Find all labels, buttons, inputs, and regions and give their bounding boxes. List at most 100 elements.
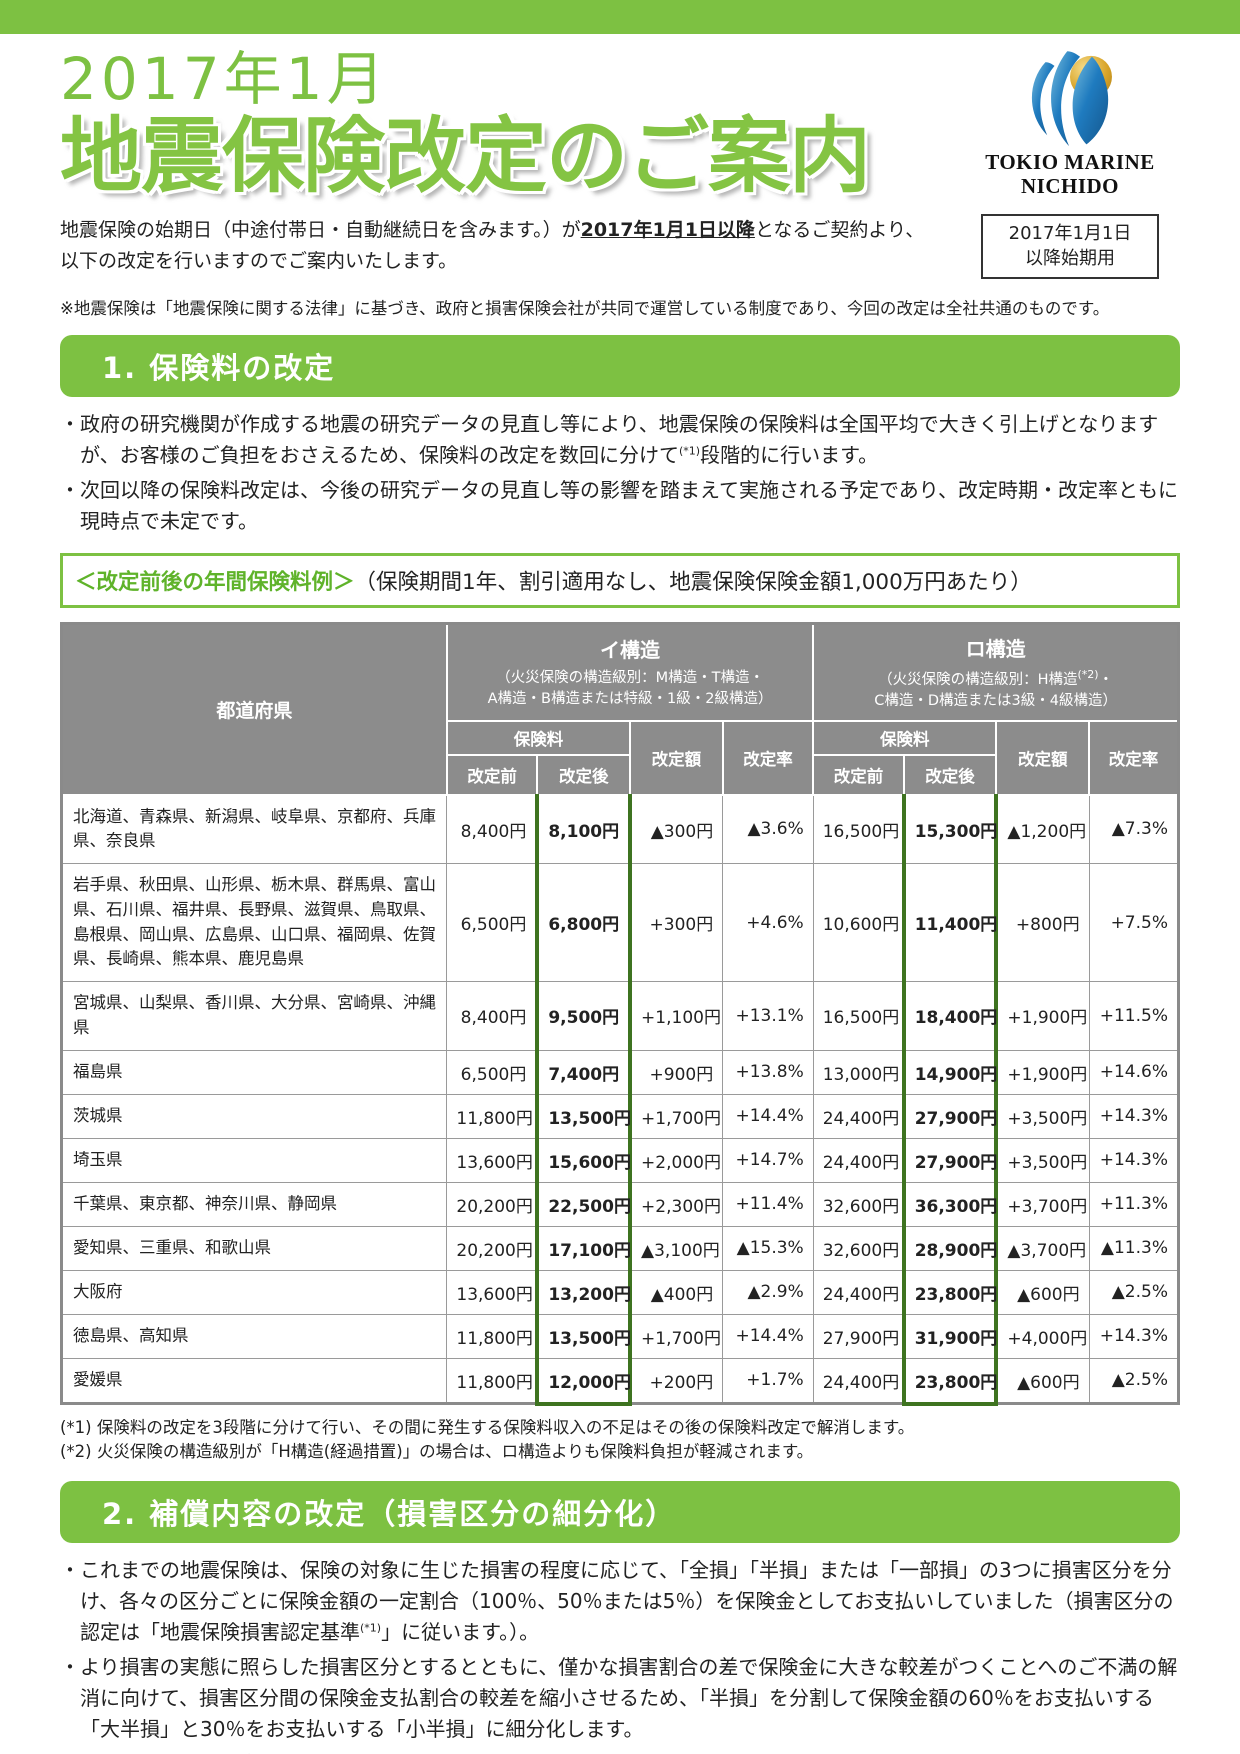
value-cell: 11,800円	[446, 1357, 538, 1405]
value-cell: ▲2.5%	[1088, 1357, 1180, 1405]
after-value-cell: 31,900円	[901, 1313, 999, 1359]
prefecture-cell: 千葉県、東京都、神奈川県、静岡県	[60, 1181, 448, 1227]
table-footnote-2: (*2) 火災保険の構造級別が「H構造(経過措置)」の場合は、ロ構造よりも保険料…	[60, 1442, 814, 1462]
table-footnote-1: (*1) 保険料の改定を3段階に分けて行い、その間に発生する保険料収入の不足はそ…	[60, 1417, 915, 1437]
after-header-i: 改定後	[536, 753, 632, 796]
value-cell: 24,400円	[812, 1093, 905, 1139]
value-cell: ▲600円	[995, 1357, 1090, 1405]
prefecture-cell: 北海道、青森県、新潟県、岐阜県、京都府、兵庫県、奈良県	[60, 794, 448, 865]
value-cell: 13,600円	[446, 1137, 538, 1183]
subtitle-line: ・	[1098, 671, 1114, 688]
value-cell: 16,500円	[812, 981, 905, 1051]
after-value-cell: 13,500円	[535, 1313, 633, 1359]
table-row: 宮城県、山梨県、香川県、大分県、宮崎県、沖縄県 8,400円 9,500円 +1,10…	[60, 981, 1180, 1051]
section2-bullet-3: ・詳細については、裏面をご確認ください。	[60, 1749, 1180, 1754]
value-cell: +1,700円	[629, 1093, 724, 1139]
prefecture-cell: 埼玉県	[60, 1137, 448, 1183]
after-value-cell: 9,500円	[535, 981, 633, 1051]
value-cell: +4.6%	[722, 863, 814, 983]
value-cell: +1,700円	[629, 1313, 724, 1359]
section1-bullet-1: ・政府の研究機関が作成する地震の研究データの見直し等により、地震保険の保険料は全…	[60, 409, 1180, 471]
table-row: 愛媛県 11,800円 12,000円 +200円 +1.7% 24,400円 23,800…	[60, 1357, 1180, 1406]
document-title-main: 地震保険改定のご案内	[60, 108, 871, 204]
value-cell: +11.5%	[1088, 981, 1180, 1051]
period-box-line1: 2017年1月1日	[1008, 223, 1132, 245]
after-value-cell: 13,200円	[535, 1269, 633, 1315]
value-cell: 27,900円	[812, 1313, 905, 1359]
value-cell: +4,000円	[995, 1313, 1090, 1359]
value-cell: +1,900円	[995, 981, 1090, 1051]
before-header-ro: 改定前	[812, 753, 905, 796]
section1-bullet-2: ・次回以降の保険料改定は、今後の研究データの見直し等の影響を踏まえて実施される予…	[60, 477, 1178, 533]
top-green-bar	[0, 0, 1240, 34]
section2-banner: 2. 補償内容の改定（損害区分の細分化）	[60, 1481, 1180, 1544]
section2-bullet-2: ・より損害の実態に照らした損害区分とするとともに、僅かな損害割合の差で保険金に大…	[60, 1655, 1178, 1742]
value-cell: 6,500円	[446, 1049, 538, 1095]
footnote-marker: (*1)	[360, 1621, 382, 1635]
value-cell: +1,900円	[995, 1049, 1090, 1095]
tokio-marine-logo-icon	[1031, 51, 1112, 147]
title-block: 2017年1月 地震保険改定のご案内 地震保険の始期日（中途付帯日・自動継続日を…	[60, 42, 960, 279]
value-cell: +800円	[995, 863, 1090, 983]
bullet-text: 段階的に行います。	[700, 442, 879, 467]
value-cell: ▲3,700円	[995, 1225, 1090, 1271]
value-cell: 20,200円	[446, 1181, 538, 1227]
value-cell: +1,100円	[629, 981, 724, 1051]
prefecture-cell: 大阪府	[60, 1269, 448, 1315]
value-cell: ▲11.3%	[1088, 1225, 1180, 1271]
after-value-cell: 11,400円	[901, 863, 999, 983]
header: 2017年1月 地震保険改定のご案内 地震保険の始期日（中途付帯日・自動継続日を…	[60, 42, 1180, 279]
section2-bullet-1: ・これまでの地震保険は、保険の対象に生じた損害の程度に応じて、「全損」「半損」ま…	[60, 1555, 1180, 1648]
intro-text-post: となるご契約より、以下の改定を行いますのでご案内いたします。	[60, 219, 925, 272]
value-cell: +14.4%	[722, 1313, 814, 1359]
table-row: 茨城県 11,800円 13,500円 +1,700円 +14.4% 24,400円 27,…	[60, 1093, 1180, 1139]
value-cell: +2,300円	[629, 1181, 724, 1227]
after-value-cell: 36,300円	[901, 1181, 999, 1227]
after-value-cell: 18,400円	[901, 981, 999, 1051]
intro-paragraph: 地震保険の始期日（中途付帯日・自動継続日を含みます。）が2017年1月1日以降と…	[60, 215, 940, 276]
value-cell: ▲300円	[629, 794, 724, 865]
prefecture-column-header: 都道府県	[60, 622, 448, 796]
after-value-cell: 27,900円	[901, 1093, 999, 1139]
value-cell: +14.3%	[1088, 1313, 1180, 1359]
subtitle-line: （火災保険の構造級別：H構造	[878, 671, 1078, 688]
value-cell: 6,500円	[446, 863, 538, 983]
table-row: 大阪府 13,600円 13,200円 ▲400円 ▲2.9% 24,400円 23,800…	[60, 1269, 1180, 1315]
structure-i-group-header: イ構造 （火災保険の構造級別：M構造・T構造・ A構造・B構造または特級・1級・2…	[445, 622, 815, 722]
rate-header-i: 改定率	[721, 719, 815, 796]
structure-ro-title: ロ構造	[965, 636, 1026, 661]
section1-bullets: ・政府の研究機関が作成する地震の研究データの見直し等により、地震保険の保険料は全…	[60, 409, 1180, 537]
value-cell: ▲400円	[629, 1269, 724, 1315]
prefecture-cell: 愛知県、三重県、和歌山県	[60, 1225, 448, 1271]
table-header: 都道府県 イ構造 （火災保険の構造級別：M構造・T構造・ A構造・B構造または特級…	[60, 622, 1180, 796]
after-value-cell: 14,900円	[901, 1049, 999, 1095]
premium-header-i: 保険料	[445, 719, 632, 756]
logo-text-line1: TOKIO MARINE	[985, 150, 1155, 174]
rate-table-body: 北海道、青森県、新潟県、岐阜県、京都府、兵庫県、奈良県 8,400円 8,100円 ▲…	[60, 794, 1180, 1406]
bullet-text: ・政府の研究機関が作成する地震の研究データの見直し等により、地震保険の保険料は全…	[60, 411, 1159, 467]
value-cell: 24,400円	[812, 1269, 905, 1315]
example-box-title: ＜改定前後の年間保険料例＞	[75, 569, 355, 595]
value-cell: +3,500円	[995, 1093, 1090, 1139]
law-note: ※地震保険は「地震保険に関する法律」に基づき、政府と損害保険会社が共同で運営して…	[60, 298, 1110, 318]
after-value-cell: 23,800円	[901, 1357, 999, 1406]
prefecture-cell: 茨城県	[60, 1093, 448, 1139]
table-row: 埼玉県 13,600円 15,600円 +2,000円 +14.7% 24,400円 27,…	[60, 1137, 1180, 1183]
table-row: 岩手県、秋田県、山形県、栃木県、群馬県、富山県、石川県、福井県、長野県、滋賀県、…	[60, 863, 1180, 983]
document-title-date: 2017年1月	[60, 45, 389, 113]
after-value-cell: 12,000円	[535, 1357, 633, 1406]
period-box-line2: 以降始期用	[1025, 247, 1115, 269]
value-cell: 8,400円	[446, 981, 538, 1051]
intro-text-bold: 2017年1月1日以降	[580, 219, 755, 242]
value-cell: 32,600円	[812, 1181, 905, 1227]
value-cell: ▲7.3%	[1088, 794, 1180, 865]
after-value-cell: 7,400円	[535, 1049, 633, 1095]
table-footnotes: (*1) 保険料の改定を3段階に分けて行い、その間に発生する保険料収入の不足はそ…	[60, 1416, 1180, 1466]
value-cell: 11,800円	[446, 1313, 538, 1359]
after-value-cell: 8,100円	[535, 794, 633, 865]
table-row: 福島県 6,500円 7,400円 +900円 +13.8% 13,000円 14,900円…	[60, 1049, 1180, 1095]
value-cell: 8,400円	[446, 794, 538, 865]
tokio-marine-logo-text: TOKIO MARINE NICHIDO	[960, 150, 1180, 198]
table-row: 徳島県、高知県 11,800円 13,500円 +1,700円 +14.4% 27,900…	[60, 1313, 1180, 1359]
